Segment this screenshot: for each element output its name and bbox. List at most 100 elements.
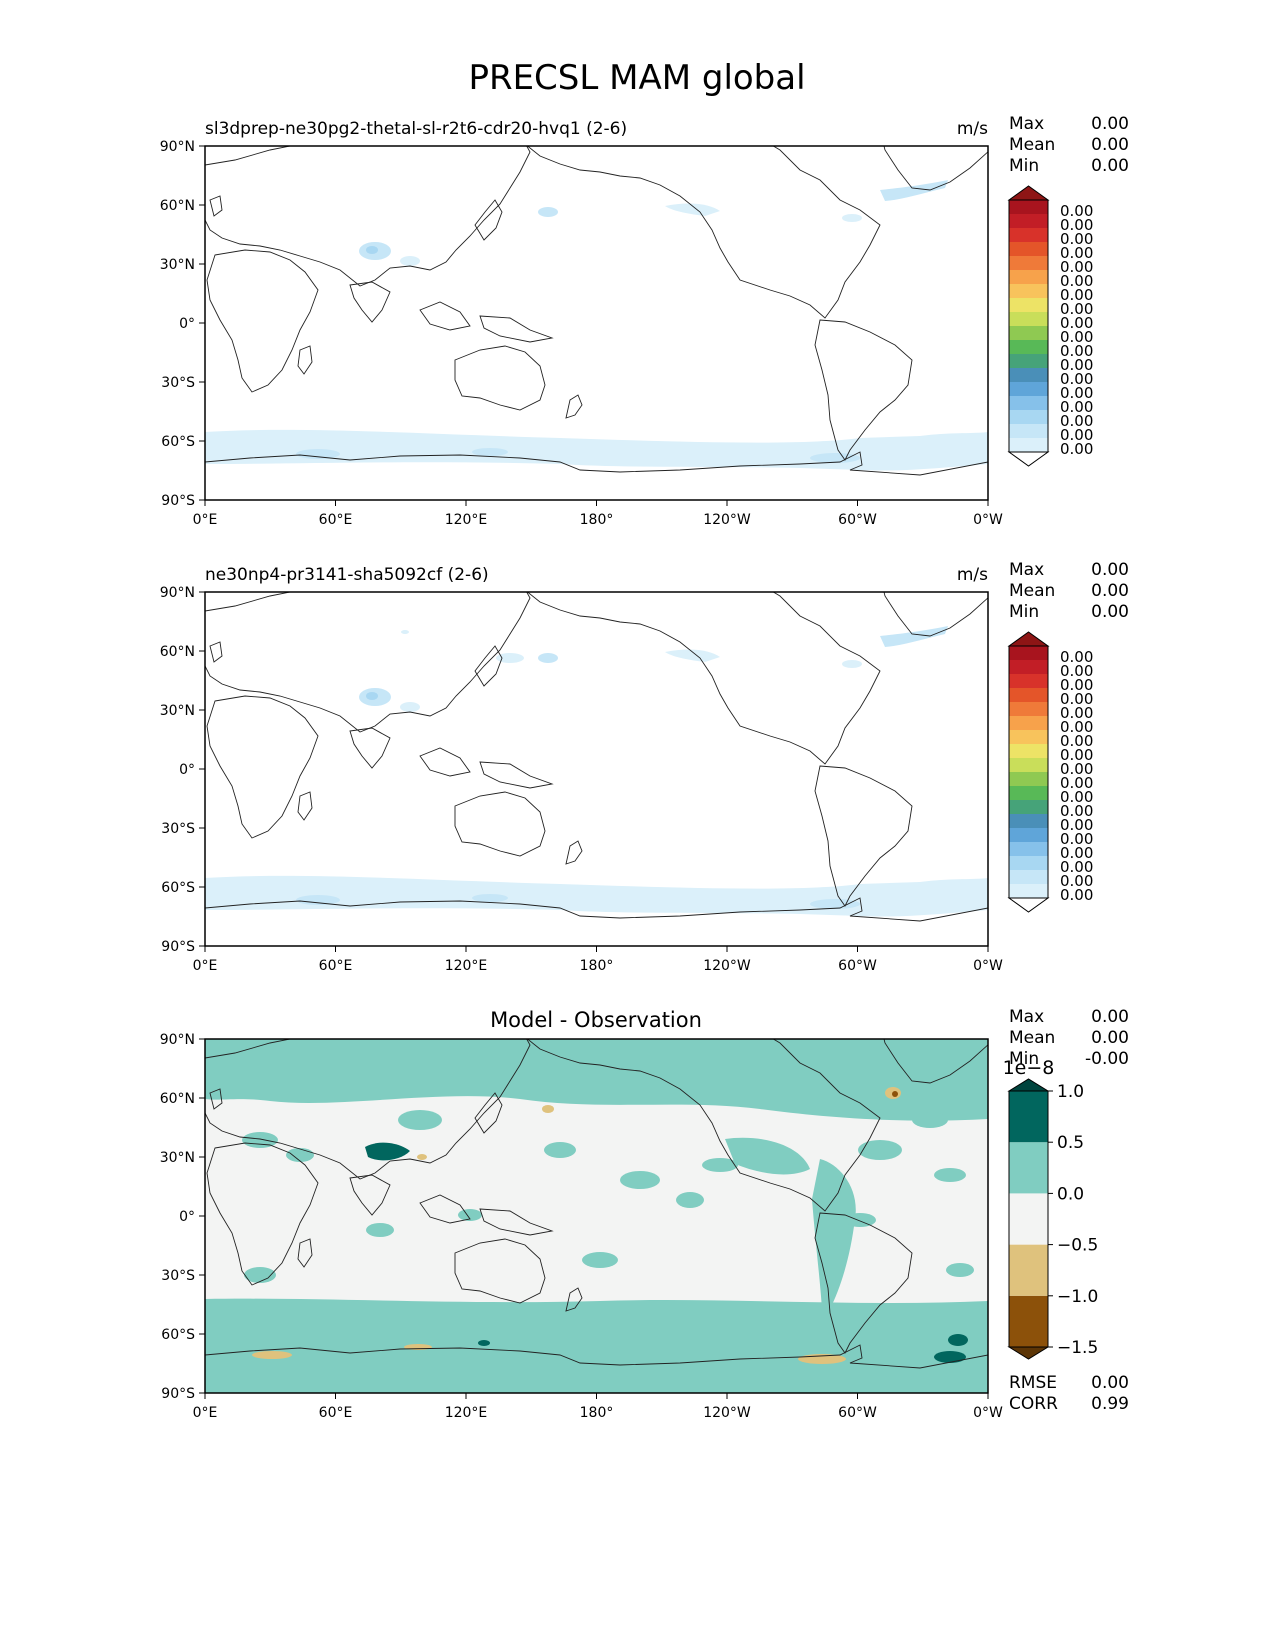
colorbar-tick-label: 1.0 [1057,1082,1084,1102]
colorbar-segment [1009,368,1048,382]
lon-tick-label: 60°W [838,958,877,974]
stat-value-mean: 0.00 [1091,1028,1129,1048]
colorbar-tick-label: 0.00 [1060,802,1093,820]
stat-label-mean: Mean [1009,1028,1055,1048]
colorbar-tick-label: 0.00 [1060,286,1093,304]
colorbar-exponent: 1e−8 [1003,1057,1055,1079]
colorbar-test: 0.000.000.000.000.000.000.000.000.000.00… [1007,185,1093,467]
colorbar-segment [1009,424,1048,438]
colorbar-segment [1009,730,1048,744]
colorbar-tick-label: 0.00 [1060,704,1093,722]
colorbar-segment [1009,312,1048,326]
panel-left-title: sl3dprep-ne30pg2-thetal-sl-r2t6-cdr20-hv… [205,119,627,139]
lon-tick-label: 60°W [838,512,877,528]
colorbar-tick-label: 0.00 [1060,872,1093,890]
colorbar-segment [1009,1193,1048,1245]
colorbar-tick-label: 0.00 [1060,440,1093,458]
colorbar-segment [1009,660,1048,674]
lon-tick-label: 0°W [973,1405,1003,1421]
lat-tick-label: 60°S [161,1327,195,1343]
colorbar-tick-label: 0.00 [1060,258,1093,276]
colorbar-segment [1009,674,1048,688]
stat-label-min: Min [1009,156,1039,176]
stat-value-min: 0.00 [1091,602,1129,622]
colorbar-tick-label: 0.00 [1060,676,1093,694]
colorbar-tick-label: 0.00 [1060,886,1093,904]
lat-tick-label: 60°S [161,880,195,896]
colorbar-segment [1009,256,1048,270]
colorbar-tick-label: 0.00 [1060,426,1093,444]
lon-tick-label: 120°W [703,512,751,528]
colorbar-segment [1009,1295,1048,1347]
lon-tick-label: 60°E [319,1405,353,1421]
lat-tick-label: 90°S [161,939,195,955]
stat-label-min: Min [1009,1049,1039,1069]
colorbar-segment [1009,354,1048,368]
lon-tick-label: 60°W [838,1405,877,1421]
colorbar-segment [1009,814,1048,828]
lat-tick-label: 30°N [160,703,195,719]
colorbar-tick-label: −1.5 [1057,1338,1098,1358]
colorbar-tick-label: 0.00 [1060,690,1093,708]
colorbar-segment [1009,200,1048,214]
lon-tick-label: 60°E [319,512,353,528]
colorbar-segment [1009,1091,1048,1143]
colorbar-segment [1009,214,1048,228]
lat-tick-label: 30°N [160,257,195,273]
stat-label-min: Min [1009,602,1039,622]
lat-tick-label: 60°S [161,434,195,450]
stat-label-mean: Mean [1009,581,1055,601]
colorbar-tick-label: 0.00 [1060,370,1093,388]
lon-tick-label: 180° [580,512,614,528]
colorbar-tick-label: 0.00 [1060,844,1093,862]
map-field-diff [205,1039,988,1393]
lat-tick-label: 0° [179,316,195,332]
panel-ref: 90°N 60°N 30°N 0° 30°S 60°S 90°S 0°E 60°E 120°E 18… [160,560,1129,974]
colorbar-segment [1009,828,1048,842]
colorbar-tick-label: 0.00 [1060,648,1093,666]
colorbar-segment [1009,298,1048,312]
panel-test: 90°N 60°N 30°N 0° 30°S 60°S 90°S 0°E 60°E 120°E 18… [160,114,1129,528]
colorbar-segment [1009,382,1048,396]
colorbar-segment [1009,646,1048,660]
colorbar-tick-label: 0.5 [1057,1133,1084,1153]
colorbar-segment [1009,842,1048,856]
colorbar-segment [1009,688,1048,702]
lon-tick-label: 180° [580,958,614,974]
stat-label-corr: CORR [1009,1394,1058,1414]
stat-value-rmse: 0.00 [1091,1373,1129,1393]
colorbar-segment [1009,284,1048,298]
colorbar-tick-label: 0.00 [1060,732,1093,750]
colorbar-tick-label: 0.00 [1060,718,1093,736]
colorbar-segment [1009,716,1048,730]
lon-tick-label: 180° [580,1405,614,1421]
colorbar-extend-max [1007,185,1050,201]
colorbar-tick-label: 0.00 [1060,858,1093,876]
panel-units: m/s [957,119,988,139]
stat-label-max: Max [1009,114,1044,134]
stat-value-min: -0.00 [1085,1049,1129,1069]
lat-tick-label: 0° [179,762,195,778]
stat-value-mean: 0.00 [1091,135,1129,155]
colorbar-extend-max [1007,1078,1050,1092]
colorbar-segment [1009,856,1048,870]
colorbar-diff: 1.0 0.5 0.0 −0.5 −1.0 −1.5 1e−8 [1003,1057,1098,1360]
colorbar-tick-label: 0.00 [1060,244,1093,262]
lon-tick-label: 120°W [703,958,751,974]
colorbar-extend-max [1007,631,1050,647]
colorbar-tick-label: 0.00 [1060,774,1093,792]
colorbar-segment [1009,744,1048,758]
colorbar-segment [1009,772,1048,786]
lat-tick-label: 0° [179,1209,195,1225]
lat-tick-label: 60°N [160,198,195,214]
colorbar-segment [1009,884,1048,898]
colorbar-ref: 0.000.000.000.000.000.000.000.000.000.00… [1007,631,1093,913]
colorbar-segment [1009,800,1048,814]
colorbar-tick-label: 0.00 [1060,300,1093,318]
lat-tick-label: 90°S [161,493,195,509]
colorbar-tick-label: 0.00 [1060,356,1093,374]
colorbar-segment [1009,228,1048,242]
lat-tick-label: 90°S [161,1386,195,1402]
colorbar-tick-label: 0.00 [1060,230,1093,248]
